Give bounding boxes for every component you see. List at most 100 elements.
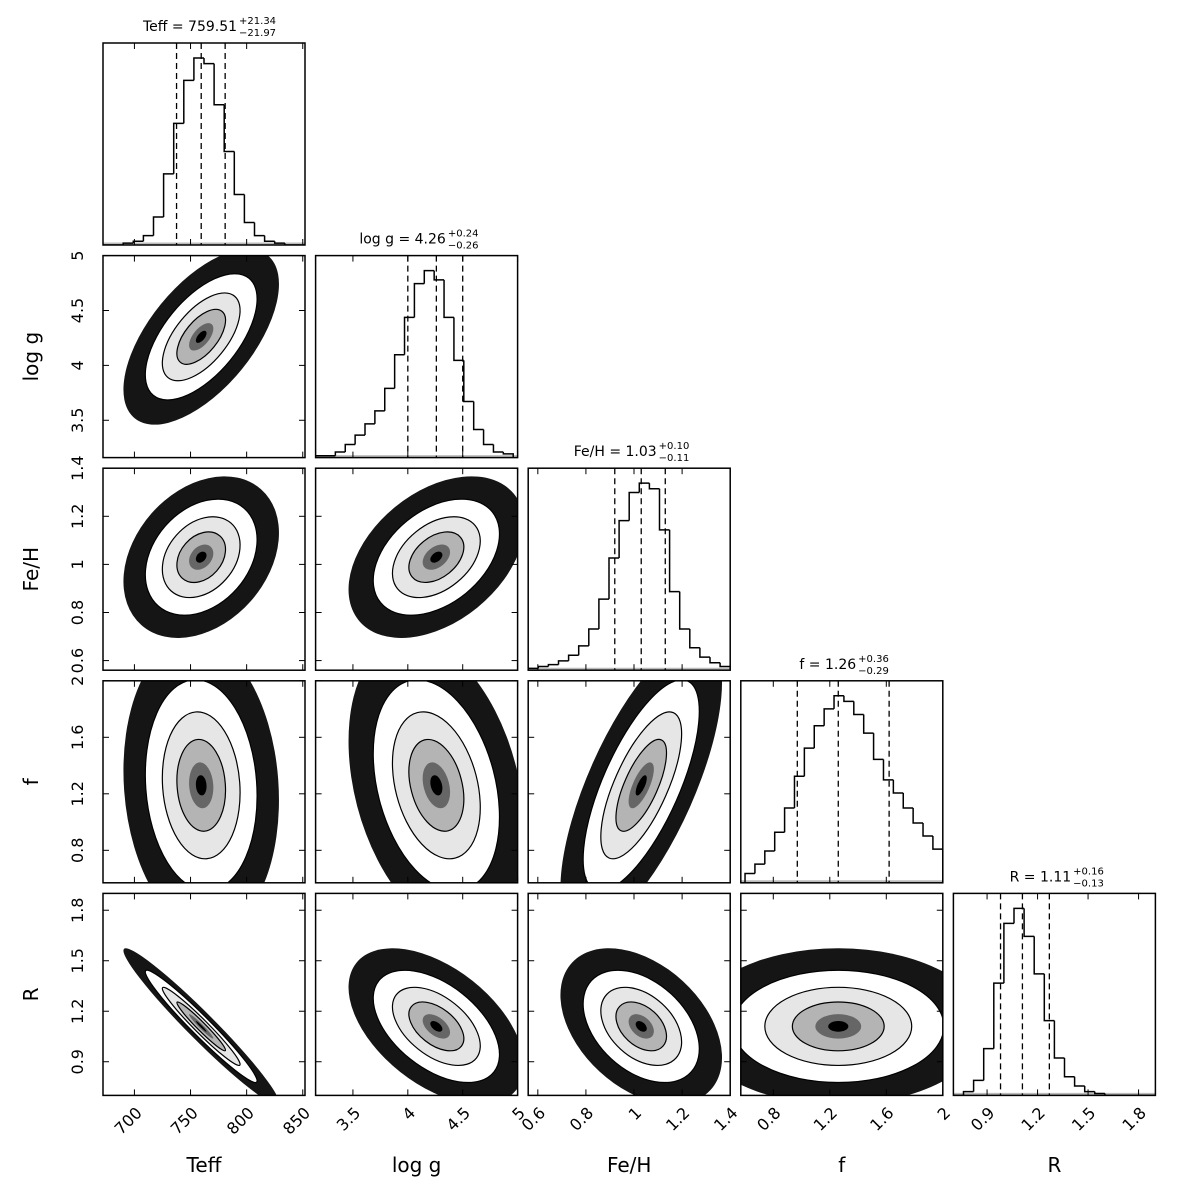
hist-bin	[433, 270, 445, 281]
hist-bin	[243, 194, 255, 224]
x-tick-label: 1.6	[866, 1103, 897, 1134]
hist-bin	[588, 628, 599, 646]
hist-bin	[678, 591, 690, 630]
hist-bin	[843, 695, 854, 703]
hist-bin	[972, 1079, 984, 1092]
x-axis-label: R	[1047, 1153, 1061, 1177]
x-axis-label: log g	[392, 1153, 442, 1177]
title-lower: −0.29	[858, 666, 889, 677]
panel-frame	[740, 680, 944, 884]
x-tick-label: 800	[223, 1103, 258, 1138]
panel-frame	[102, 680, 306, 884]
x-tick-label: 4.5	[443, 1103, 474, 1134]
x-tick-label: 0.9	[967, 1103, 998, 1134]
x-tick-label: 700	[111, 1103, 146, 1138]
x-axis-label: Fe/H	[607, 1153, 652, 1177]
density-contour	[195, 551, 207, 563]
hist-bin	[803, 747, 815, 777]
hist-bin	[453, 317, 464, 362]
hist-bin	[344, 443, 356, 452]
hist-bin	[547, 663, 559, 667]
panel	[348, 476, 518, 638]
hist-bin	[364, 423, 375, 436]
hist-bin	[853, 701, 864, 716]
x-tick-label: 3.5	[333, 1103, 364, 1134]
panel	[348, 680, 518, 883]
panel-title: log g = 4.26	[359, 232, 446, 248]
density-contour	[195, 330, 207, 343]
title-upper: +0.10	[659, 441, 690, 452]
panel-frame	[952, 892, 1157, 1097]
density-contour	[430, 775, 443, 796]
density-contour	[430, 551, 443, 563]
panel-frame	[314, 892, 519, 1097]
panel	[528, 468, 731, 671]
x-tick-label: 750	[167, 1103, 202, 1138]
y-tick-label: 3.5	[68, 408, 87, 433]
hist-bin	[764, 850, 775, 865]
hist-bin	[528, 667, 539, 671]
hist-bin	[132, 240, 144, 244]
panel-title: R = 1.11	[1010, 869, 1072, 885]
hist-bin	[912, 807, 924, 824]
hist-bin	[1013, 907, 1025, 924]
hist-bin	[628, 491, 640, 521]
hist-bin	[334, 451, 346, 456]
hist-bin	[403, 316, 415, 355]
hist-bin	[793, 775, 805, 808]
y-tick-label: 1.2	[68, 504, 87, 529]
y-tick-label: 0.9	[68, 1049, 87, 1074]
hist-bin	[1083, 1086, 1095, 1093]
hist-bin	[393, 353, 405, 389]
hist-bin	[699, 647, 710, 658]
hist-bin	[142, 234, 154, 242]
y-tick-label: 1.4	[68, 455, 87, 480]
hist-bin	[892, 779, 904, 794]
y-tick-label: 1	[68, 559, 87, 569]
hist-bin	[1033, 936, 1045, 975]
y-tick-label: 1.8	[68, 898, 87, 923]
title-upper: +0.24	[448, 229, 479, 240]
title-upper: +21.34	[239, 16, 276, 27]
hist-bin	[384, 387, 395, 411]
panel-frame	[527, 680, 731, 884]
hist-bin	[648, 483, 660, 490]
hist-bin	[482, 429, 494, 446]
panel	[560, 948, 723, 1096]
density-contour	[635, 1021, 647, 1032]
density-contour	[195, 1021, 207, 1032]
panel	[740, 680, 943, 883]
x-tick-label: 1	[625, 1103, 646, 1124]
x-tick-label: 1.2	[1017, 1103, 1048, 1134]
hist-bin	[744, 872, 755, 883]
hist-bin	[374, 410, 385, 424]
density-contour	[635, 775, 647, 796]
hist-bin	[754, 863, 765, 874]
hist-bin	[443, 279, 454, 319]
hist-bin	[502, 451, 514, 458]
hist-bin	[557, 660, 569, 665]
hist-bin	[172, 122, 184, 174]
x-tick-label: 1.2	[810, 1103, 841, 1134]
y-tick-label: 0.8	[68, 600, 87, 625]
x-tick-label: 0.8	[753, 1103, 784, 1134]
panel-frame	[314, 680, 519, 884]
hist-bin	[253, 222, 265, 237]
hist-bin	[1043, 973, 1055, 1022]
hist-bin	[658, 488, 670, 531]
hist-bin	[1094, 1091, 1105, 1095]
hist-bin	[962, 1090, 974, 1096]
panel-frame	[527, 892, 731, 1097]
hist-bin	[668, 529, 680, 593]
y-tick-label: 1.5	[68, 948, 87, 973]
hist-bin	[773, 831, 785, 852]
hist-bin	[423, 269, 435, 284]
panel-frame	[102, 42, 306, 246]
panel	[740, 948, 943, 1096]
panel	[103, 43, 305, 245]
hist-bin	[152, 216, 164, 236]
hist-bin	[463, 360, 474, 403]
hist-bin	[223, 104, 235, 153]
hist-bin	[492, 444, 504, 453]
